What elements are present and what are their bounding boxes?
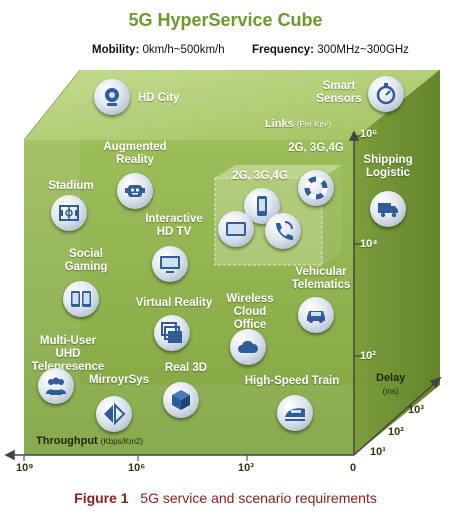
tv-icon [152,246,188,282]
service-label-interactive-hdtv: Interactive HD TV [145,213,203,238]
throughput-tick-3: 10³ [238,462,254,474]
service-label-wireless-cloud-office: Wireless Cloud Office [226,293,274,331]
tablet-icon [218,211,254,247]
service-label-2g3g4g-top: 2G, 3G,4G [288,142,344,154]
cube-side-face [354,70,440,455]
frequency-label: Frequency: [252,44,314,56]
service-label-social-gaming: Social Gaming [64,248,108,273]
cube-icon [163,382,199,418]
people-icon [38,368,74,404]
links-tick-3: 10² [360,350,376,362]
delay-label-text: Delay [376,372,406,384]
links-axis-label: Links (Per Km²) [265,118,331,130]
service-label-stadium: Stadium [48,180,94,192]
delay-tick-3: 10¹ [370,446,386,458]
service-label-real-3d: Real 3D [164,362,208,374]
links-label-text: Links [265,118,294,130]
delay-axis-line [353,381,437,456]
field-icon [51,195,87,231]
figure-number: Figure 1 [74,490,129,506]
figure-caption: Figure 1 5G service and scenario require… [0,490,451,506]
cloud-icon [230,329,266,365]
mobility-label: Mobility: [92,44,140,56]
service-label-smart-sensors: Smart Sensors [316,80,362,105]
webcam-icon [94,79,130,115]
service-label-vehicular-telematics: Vehicular Telematics [291,266,351,291]
throughput-tick-4: 0 [350,462,357,474]
throughput-unit: (Kbps/Km2) [100,437,143,446]
delay-unit: (ms) [382,387,399,396]
mobility-range: Mobility: 0km/h~500km/h [92,44,225,56]
throughput-tick-1: 10⁹ [16,462,34,474]
phone-call-icon [265,213,301,249]
service-label-2g3g4g-inner: 2G, 3G,4G [232,170,288,182]
car-icon [298,297,334,333]
tablets-icon [63,281,99,317]
frequency-range: Frequency: 300MHz~300GHz [252,44,409,56]
throughput-tick-2: 10⁶ [128,462,146,474]
service-label-virtual-reality: Virtual Reality [135,297,213,309]
delay-axis-label: Delay (ms) [376,372,405,398]
delay-tick-1: 10³ [408,404,424,416]
service-label-augmented-reality: Augmented Reality [103,141,167,166]
mobility-value: 0km/h~500km/h [142,44,225,56]
service-label-high-speed-train: High-Speed Train [244,375,340,387]
links-unit: (Per Km²) [296,120,332,129]
service-label-hd-city: HD City [138,92,180,104]
service-label-uhd-telepresence: Multi-User UHD Telepresence [31,335,105,373]
figure-caption-text: 5G service and scenario requirements [140,490,377,506]
cube-top-face [24,70,440,140]
layers-icon [154,315,190,351]
frequency-value: 300MHz~300GHz [317,44,409,56]
delay-tick-2: 10² [388,426,404,438]
throughput-axis-label: Throughput (Kbps/Km2) [36,435,143,447]
throughput-axis-arrow [4,449,15,461]
robot-icon [117,173,153,209]
lifebuoy-icon [298,170,334,206]
mirror-icon [96,396,132,432]
links-tick-1: 10⁶ [360,128,378,140]
diagram-title: 5G HyperService Cube [128,10,323,30]
delay-axis-arrow [429,376,442,389]
service-label-shipping-logistic: Shipping Logistic [363,154,413,179]
truck-icon [370,191,406,227]
stopwatch-icon [368,76,404,112]
throughput-label-text: Throughput [36,435,98,447]
links-tick-2: 10⁴ [360,238,378,250]
train-icon [277,395,313,431]
service-label-mirroyrsys: MirroyrSys [88,374,150,386]
